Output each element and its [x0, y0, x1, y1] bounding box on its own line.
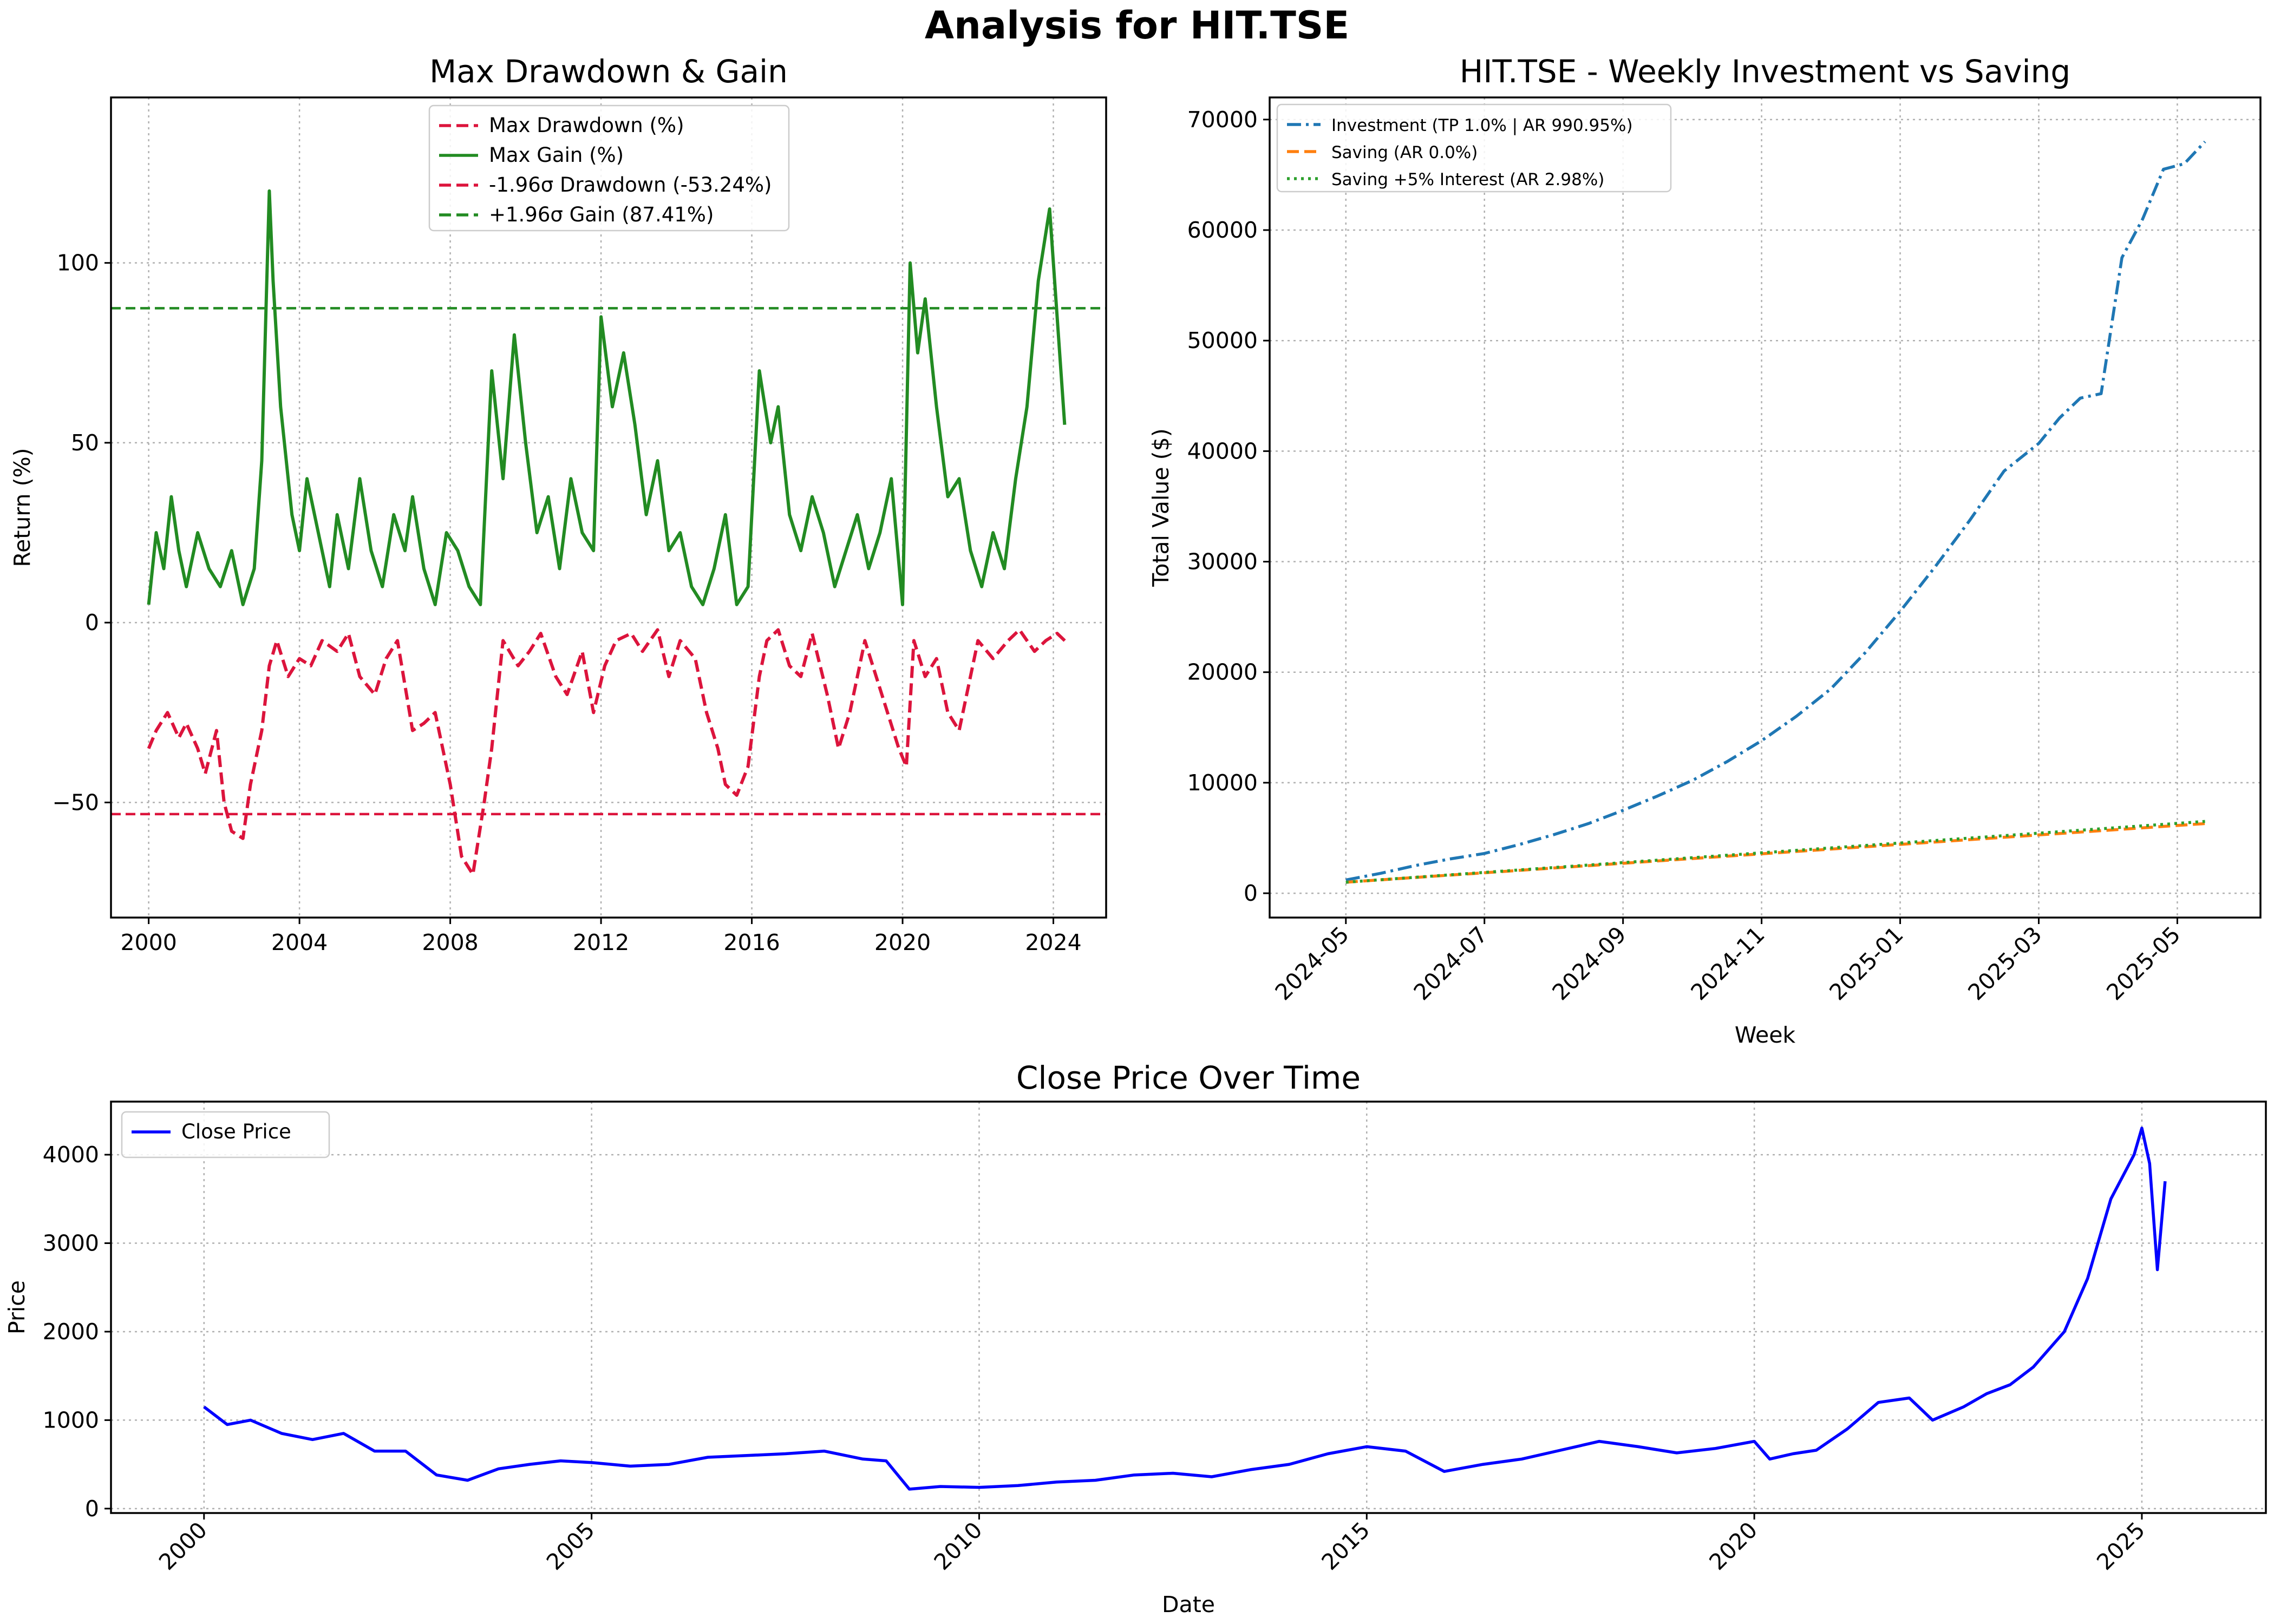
y-axis-label: Total Value ($) — [1148, 428, 1174, 587]
x-tick-label: 2000 — [120, 929, 177, 955]
x-tick-label: 2008 — [422, 929, 478, 955]
axes-frame — [1269, 96, 2262, 919]
x-tick-label: 2025-05 — [2101, 921, 2185, 1005]
axes-frame — [110, 1101, 2267, 1514]
y-tick-label: 60000 — [1187, 217, 1258, 243]
x-tick-label: 2025 — [2092, 1517, 2150, 1575]
y-tick-label: 10000 — [1187, 770, 1258, 796]
legend-label: Investment (TP 1.0% | AR 990.95%) — [1331, 116, 1633, 135]
x-tick-label: 2024-05 — [1270, 921, 1354, 1005]
y-tick-label: 70000 — [1187, 107, 1258, 133]
legend-label: Max Drawdown (%) — [489, 114, 684, 137]
x-tick-label: 2024-07 — [1409, 921, 1493, 1005]
legend-label: +1.96σ Gain (87.41%) — [489, 203, 714, 226]
legend-label: -1.96σ Drawdown (-53.24%) — [489, 173, 772, 197]
y-tick-label: 40000 — [1187, 438, 1258, 464]
legend: Investment (TP 1.0% | AR 990.95%) Saving … — [1276, 103, 1672, 193]
y-tick-label: 2000 — [43, 1319, 99, 1345]
y-tick-label: 30000 — [1187, 549, 1258, 575]
y-tick-label: 50000 — [1187, 328, 1258, 353]
series-line-0 — [203, 1127, 2167, 1491]
y-axis-label: Return (%) — [9, 448, 35, 567]
legend-label: Max Gain (%) — [489, 143, 624, 167]
x-tick-label: 2015 — [1317, 1517, 1375, 1575]
x-axis-label: Week — [1735, 1022, 1796, 1048]
legend-box — [121, 1111, 330, 1158]
y-tick-label: 100 — [57, 250, 99, 276]
x-tick-label: 2020 — [1704, 1517, 1762, 1575]
y-tick-label: 3000 — [43, 1230, 99, 1256]
y-tick-label: 0 — [1244, 880, 1258, 906]
panel-investment: 2024-05 2024-07 2024-09 2024-11 2025-01 2025-… — [1148, 53, 2262, 1048]
x-tick-label: 2010 — [929, 1517, 988, 1575]
x-tick-label: 2020 — [874, 929, 931, 955]
x-tick-label: 2024-11 — [1686, 921, 1770, 1005]
x-tick-label: 2025-01 — [1825, 921, 1909, 1005]
panel-close: 2000 2005 2010 2015 2020 2025 0 1000 2000 3000 400… — [4, 1059, 2267, 1618]
chart-title: Close Price Over Time — [1016, 1059, 1361, 1096]
legend: Close Price — [121, 1111, 330, 1158]
legend: Max Drawdown (%) Max Gain (%) -1.96σ Drawd… — [428, 104, 790, 232]
legend-box — [1276, 103, 1672, 193]
plot-area — [111, 189, 1106, 876]
y-tick-label: −50 — [52, 789, 99, 815]
x-tick-label: 2025-03 — [1963, 921, 2047, 1005]
x-tick-label: 2005 — [541, 1517, 600, 1575]
y-tick-label: 4000 — [43, 1142, 99, 1168]
chart-title: HIT.TSE - Weekly Investment vs Saving — [1460, 53, 2070, 90]
x-axis-label: Date — [1162, 1592, 1215, 1618]
legend-label: Saving +5% Interest (AR 2.98%) — [1331, 170, 1604, 189]
panel-drawdown: 2000 2004 2008 2012 2016 2020 2024 −50 0 50 100 Max… — [9, 53, 1107, 955]
x-tick-label: 2004 — [271, 929, 328, 955]
legend-label: Saving (AR 0.0%) — [1331, 143, 1478, 162]
series-line-0 — [1345, 140, 2206, 882]
x-tick-label: 2016 — [723, 929, 780, 955]
plot-area — [1345, 140, 2206, 884]
x-tick-label: 2000 — [154, 1517, 212, 1575]
series-line-0 — [147, 628, 1070, 876]
x-tick-label: 2024-09 — [1547, 921, 1631, 1005]
series-line-1 — [147, 189, 1067, 606]
chart-title: Max Drawdown & Gain — [429, 53, 788, 90]
y-tick-label: 0 — [85, 610, 99, 636]
figure-title: Analysis for HIT.TSE — [924, 3, 1350, 48]
plot-area — [203, 1127, 2167, 1491]
y-tick-label: 1000 — [43, 1407, 99, 1433]
series-line-1 — [1345, 822, 2205, 884]
y-tick-label: 20000 — [1187, 659, 1258, 685]
y-axis-label: Price — [4, 1280, 30, 1334]
axes-frame — [110, 96, 1107, 919]
legend-box — [428, 104, 790, 232]
y-tick-label: 0 — [85, 1496, 99, 1522]
series-line-2 — [1345, 820, 2205, 884]
y-tick-label: 50 — [71, 430, 99, 456]
legend-label: Close Price — [181, 1120, 291, 1143]
x-tick-label: 2012 — [573, 929, 629, 955]
x-tick-label: 2024 — [1025, 929, 1081, 955]
